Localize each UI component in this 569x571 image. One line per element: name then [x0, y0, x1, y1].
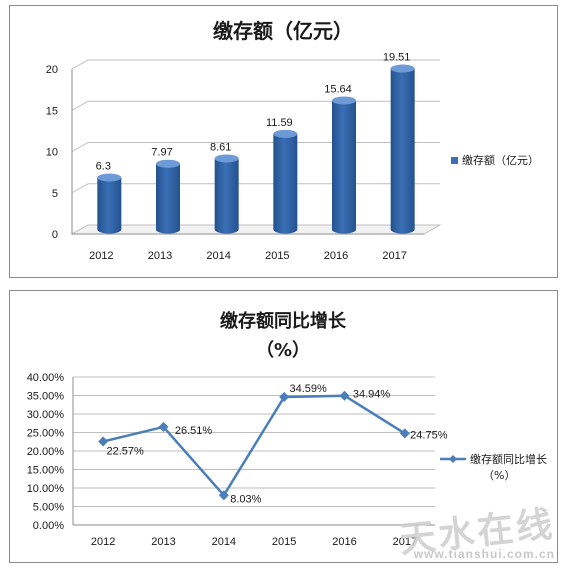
- gridline: [71, 142, 440, 152]
- bar-body: [273, 133, 298, 234]
- bar-top: [390, 64, 415, 73]
- gridline: [71, 59, 440, 70]
- bar-value-label: 11.59: [266, 117, 293, 129]
- bar-top: [214, 154, 239, 163]
- chart-title: 缴存额同比增长: [220, 310, 347, 332]
- x-tick-label: 2015: [272, 536, 296, 548]
- chart-floor: [70, 224, 442, 235]
- x-tick-label: 2012: [89, 250, 113, 262]
- bar-value-label: 6.3: [96, 161, 111, 173]
- legend-swatch: [451, 157, 458, 164]
- y-tick-label: 15: [46, 105, 58, 117]
- bar-value-label: 7.97: [151, 147, 172, 159]
- bar-top: [97, 173, 122, 182]
- bar-value-label: 19.51: [383, 52, 411, 64]
- chart-subtitle: （%）: [256, 340, 310, 361]
- bar-body: [390, 68, 415, 234]
- y-tick-label: 20.00%: [27, 446, 65, 458]
- x-tick-label: 2016: [324, 250, 348, 262]
- bar: [390, 64, 415, 234]
- y-tick-label: 20: [46, 64, 58, 76]
- data-point: [279, 392, 290, 403]
- x-tick-label: 2012: [91, 536, 115, 548]
- legend-marker: [449, 455, 457, 463]
- bar: [332, 96, 356, 234]
- data-point: [339, 390, 350, 401]
- bar-body: [156, 163, 180, 234]
- y-tick-label: 0.00%: [33, 520, 64, 532]
- x-tick-label: 2015: [265, 250, 289, 262]
- bar-top: [156, 159, 180, 168]
- data-point: [399, 428, 410, 439]
- gridline: [71, 183, 440, 194]
- bar: [214, 154, 239, 234]
- y-tick-label: 5: [52, 188, 58, 200]
- point-value-label: 8.03%: [230, 493, 261, 505]
- watermark-url: www.tianshui.com.cn: [413, 547, 555, 561]
- bar: [156, 159, 180, 234]
- y-tick-label: 30.00%: [27, 409, 65, 421]
- point-value-label: 22.57%: [107, 445, 145, 457]
- bar-body: [97, 177, 122, 234]
- bar-top: [273, 129, 298, 138]
- y-tick-label: 10: [46, 147, 58, 159]
- y-tick-label: 25.00%: [27, 428, 65, 440]
- y-tick-label: 10.00%: [27, 483, 65, 495]
- bar: [97, 173, 122, 234]
- chart-title: 缴存额（亿元）: [213, 19, 353, 43]
- y-tick-label: 0: [52, 229, 58, 241]
- x-tick-label: 2014: [206, 250, 230, 262]
- legend-label: 缴存额（亿元）: [462, 153, 539, 167]
- x-tick-label: 2017: [382, 250, 406, 262]
- legend-label-unit: （%）: [483, 469, 515, 482]
- data-point: [218, 490, 229, 501]
- legend-label: 缴存额同比增长: [470, 452, 547, 466]
- point-value-label: 26.51%: [175, 425, 213, 437]
- x-tick-label: 2014: [212, 536, 236, 548]
- x-tick-label: 2016: [332, 536, 356, 548]
- y-tick-label: 40.00%: [27, 372, 65, 384]
- point-value-label: 34.59%: [290, 383, 328, 395]
- bar-value-label: 15.64: [324, 83, 352, 95]
- x-tick-label: 2013: [151, 536, 175, 548]
- line-chart: 缴存额同比增长 （%） 0.00% 5.00% 10.00% 15.00% 20.00% 25…: [27, 310, 547, 548]
- series-line: [102, 394, 406, 497]
- point-value-label: 34.94%: [353, 389, 391, 401]
- data-point: [158, 421, 169, 432]
- line-chart-panel: 缴存额同比增长 （%） 0.00% 5.00% 10.00% 15.00% 20.00% 25…: [9, 290, 558, 563]
- bar-chart-panel: 缴存额（亿元） 0 5 10 15 20 6.3 2012 7.97 2013 8.61 2014 11…: [9, 5, 558, 278]
- bar-body: [214, 158, 239, 234]
- bar: [273, 129, 298, 234]
- gridline: [71, 100, 440, 111]
- y-tick-label: 15.00%: [27, 465, 65, 477]
- x-tick-label: 2017: [393, 536, 417, 548]
- bar-chart: 缴存额（亿元） 0 5 10 15 20 6.3 2012 7.97 2013 8.61 2014 11…: [46, 19, 539, 262]
- data-point: [98, 436, 109, 447]
- bar-body: [332, 100, 356, 234]
- x-tick-label: 2013: [148, 250, 172, 262]
- bar-top: [332, 96, 356, 105]
- y-tick-label: 35.00%: [27, 391, 65, 403]
- point-value-label: 24.75%: [410, 429, 448, 441]
- y-tick-label: 5.00%: [33, 502, 64, 514]
- bar-value-label: 8.61: [210, 141, 231, 153]
